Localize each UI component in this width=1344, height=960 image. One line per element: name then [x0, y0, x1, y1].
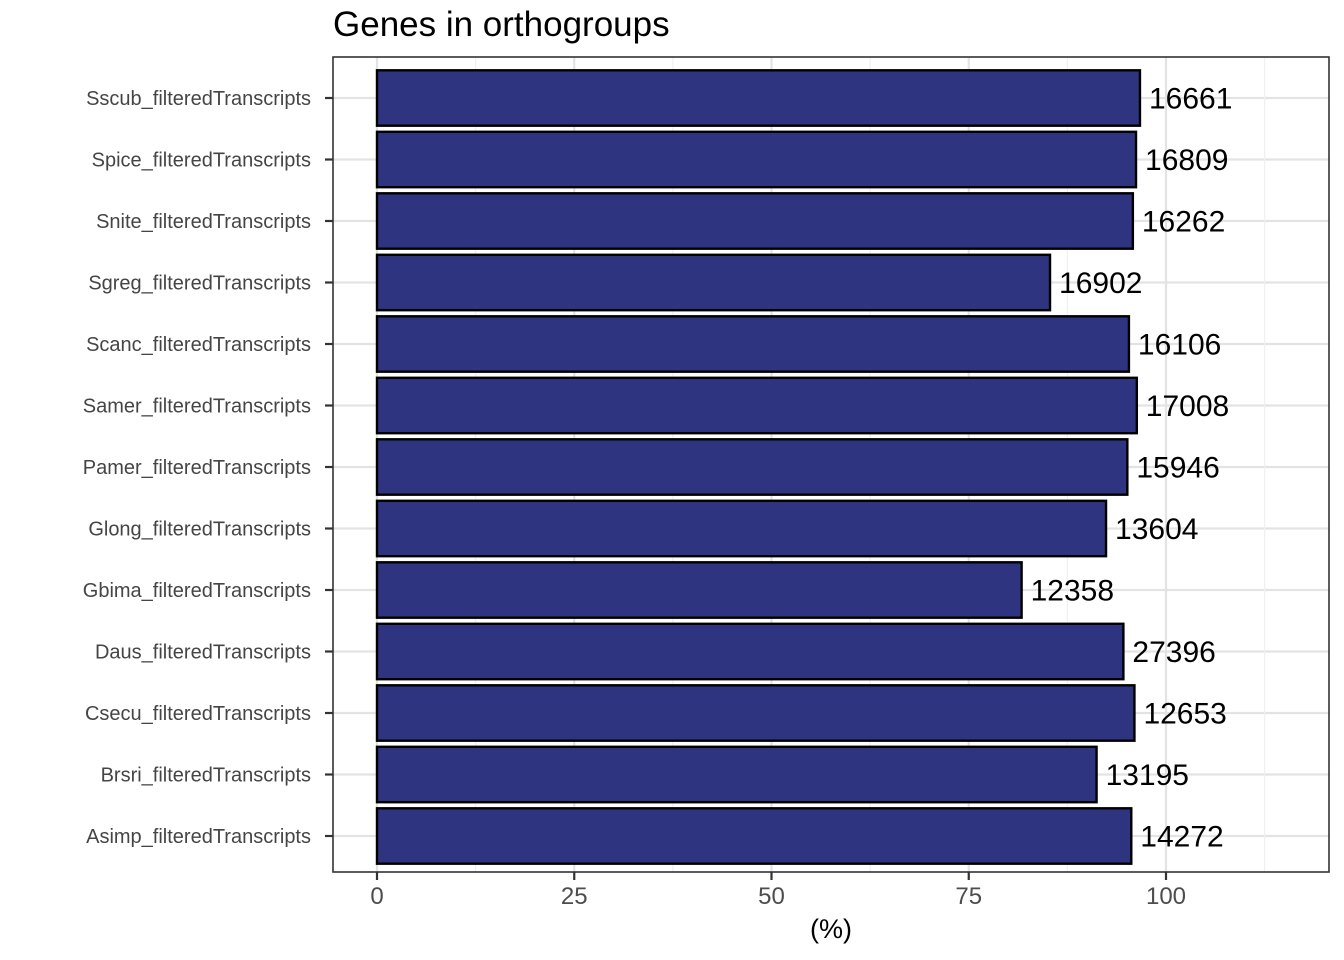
- bar: [375, 438, 1129, 496]
- chart-title: Genes in orthogroups: [333, 5, 670, 44]
- bar: [375, 376, 1139, 435]
- bar: [375, 684, 1136, 742]
- y-tick-label: Gbima_filteredTranscripts: [83, 580, 311, 602]
- x-tick-label: 50: [758, 883, 785, 910]
- bar-value-label: 27396: [1132, 636, 1215, 669]
- y-tick-label: Sscub_filteredTranscripts: [86, 88, 311, 110]
- bar-value-label: 13195: [1106, 759, 1189, 792]
- bar-value-label: 16106: [1138, 329, 1221, 362]
- y-tick-label: Asimp_filteredTranscripts: [86, 826, 311, 848]
- bar-value-label: 16809: [1145, 144, 1228, 177]
- y-tick-label: Samer_filteredTranscripts: [83, 396, 311, 418]
- x-tick-label: 100: [1146, 883, 1186, 910]
- y-tick-label: Daus_filteredTranscripts: [95, 642, 311, 664]
- x-axis-title: (%): [810, 914, 852, 944]
- y-tick-label: Snite_filteredTranscripts: [96, 211, 311, 233]
- bar-value-label: 17008: [1146, 390, 1229, 423]
- bar: [375, 315, 1131, 373]
- bar-value-label: 15946: [1136, 452, 1219, 485]
- bar: [375, 561, 1023, 619]
- y-tick-label: Scanc_filteredTranscripts: [86, 334, 311, 356]
- y-tick-label: Spice_filteredTranscripts: [92, 150, 311, 172]
- bar: [375, 130, 1138, 189]
- bar: [375, 622, 1125, 681]
- x-tick-label: 0: [370, 883, 383, 910]
- bar-value-label: 14272: [1140, 821, 1223, 854]
- x-tick-label: 25: [561, 883, 588, 910]
- y-tick-label: Sgreg_filteredTranscripts: [88, 273, 311, 295]
- y-tick-label: Brsri_filteredTranscripts: [101, 765, 311, 787]
- bar: [375, 499, 1108, 558]
- bar-value-label: 16902: [1059, 267, 1142, 300]
- y-tick-label: Pamer_filteredTranscripts: [83, 457, 311, 479]
- bar-value-label: 12653: [1143, 698, 1226, 731]
- panel-border: [332, 56, 1330, 873]
- bar: [375, 807, 1133, 865]
- bar: [375, 192, 1135, 250]
- bar-value-label: 12358: [1031, 575, 1114, 608]
- bar-value-label: 13604: [1115, 513, 1198, 546]
- y-tick-label: Glong_filteredTranscripts: [88, 519, 311, 541]
- bar-value-label: 16661: [1149, 83, 1232, 116]
- bar-value-label: 16262: [1142, 206, 1225, 239]
- bar: [375, 69, 1142, 127]
- bar: [375, 745, 1098, 804]
- x-tick-label: 75: [955, 883, 982, 910]
- y-tick-label: Csecu_filteredTranscripts: [85, 703, 311, 725]
- bar: [375, 253, 1052, 312]
